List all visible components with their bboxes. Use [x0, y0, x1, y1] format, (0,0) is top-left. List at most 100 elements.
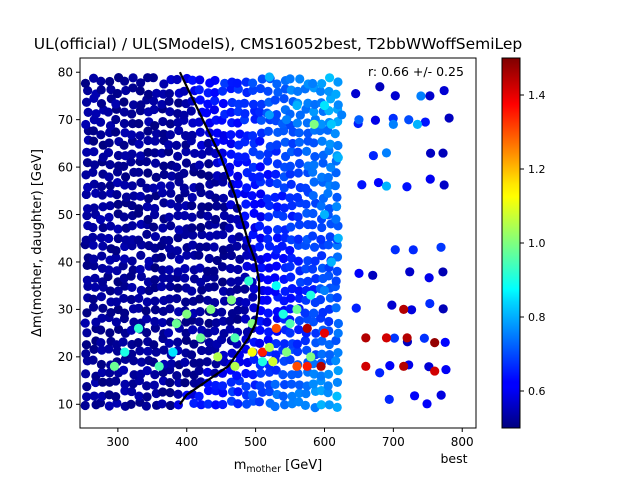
data-point: [316, 371, 326, 381]
data-point: [309, 138, 319, 148]
data-point: [436, 242, 446, 252]
data-point: [420, 117, 430, 127]
data-point: [136, 271, 147, 282]
data-point: [194, 250, 204, 260]
data-point: [294, 158, 305, 169]
data-point: [128, 83, 138, 93]
data-point: [375, 82, 385, 92]
data-point: [173, 151, 183, 161]
data-point: [98, 303, 108, 313]
data-point: [98, 241, 108, 251]
data-point: [332, 201, 342, 212]
data-point: [81, 119, 91, 130]
data-point: [166, 359, 177, 369]
data-point: [180, 131, 191, 141]
data-point: [111, 376, 121, 386]
data-point: [255, 83, 266, 94]
data-point: [105, 160, 115, 170]
data-point: [134, 303, 144, 313]
data-point: [255, 107, 265, 117]
data-point: [226, 149, 236, 159]
data-point: [295, 277, 306, 287]
data-point: [323, 240, 334, 250]
data-point: [242, 183, 252, 193]
data-point: [285, 304, 295, 314]
data-point: [226, 377, 236, 387]
data-point: [273, 87, 283, 97]
data-point: [88, 355, 98, 365]
data-point: [134, 139, 144, 149]
data-point: [235, 129, 245, 139]
data-point: [254, 221, 265, 231]
data-point: [119, 161, 129, 171]
data-point: [121, 192, 132, 202]
data-point: [180, 357, 190, 367]
data-point: [279, 339, 290, 349]
data-point: [317, 79, 327, 89]
data-point: [194, 85, 204, 95]
data-point: [143, 147, 153, 158]
data-point: [166, 188, 176, 198]
data-point: [127, 256, 137, 266]
data-point: [265, 177, 275, 188]
data-point: [292, 361, 302, 371]
data-point: [180, 264, 190, 274]
data-point: [159, 198, 169, 208]
data-point: [187, 192, 197, 203]
data-point: [210, 75, 220, 86]
data-point: [210, 326, 220, 336]
data-point: [286, 222, 296, 232]
data-point: [136, 285, 146, 295]
data-point: [180, 378, 190, 388]
data-point: [402, 333, 412, 343]
data-point: [425, 174, 435, 184]
data-point: [209, 105, 220, 115]
data-point: [295, 110, 305, 120]
data-point: [211, 214, 221, 225]
data-point: [88, 294, 98, 304]
data-point: [381, 148, 392, 158]
data-point: [157, 188, 168, 198]
data-point: [96, 85, 106, 95]
data-point: [120, 379, 130, 389]
data-point: [119, 97, 129, 107]
data-point: [244, 276, 254, 286]
data-point: [195, 95, 205, 105]
data-point: [294, 380, 305, 390]
data-point: [239, 98, 250, 108]
data-point: [268, 356, 278, 367]
data-point: [278, 370, 288, 380]
data-point: [285, 319, 295, 329]
data-point: [210, 88, 220, 98]
data-point: [278, 391, 288, 401]
data-point: [203, 99, 213, 109]
data-point: [285, 74, 295, 84]
data-point: [89, 391, 99, 401]
data-point: [249, 354, 259, 364]
data-point: [150, 263, 160, 273]
data-point: [143, 89, 154, 99]
data-point: [89, 344, 99, 354]
data-point: [159, 161, 169, 171]
data-point: [385, 361, 395, 371]
data-point: [150, 370, 160, 380]
data-point: [142, 297, 152, 307]
colorbar-tick-label: 1.2: [528, 163, 546, 176]
data-point: [127, 109, 137, 119]
data-point: [83, 85, 93, 96]
data-point: [104, 138, 114, 148]
data-point: [409, 391, 420, 401]
data-point: [203, 211, 213, 221]
data-point: [264, 110, 274, 120]
data-point: [194, 317, 204, 327]
data-point: [441, 364, 451, 375]
data-point: [333, 153, 343, 163]
data-point: [113, 233, 123, 244]
data-point: [164, 235, 174, 246]
data-point: [324, 350, 335, 360]
data-point: [174, 98, 184, 108]
data-point: [150, 136, 160, 146]
data-point: [220, 78, 230, 88]
data-point: [233, 152, 243, 162]
data-point: [203, 399, 213, 409]
